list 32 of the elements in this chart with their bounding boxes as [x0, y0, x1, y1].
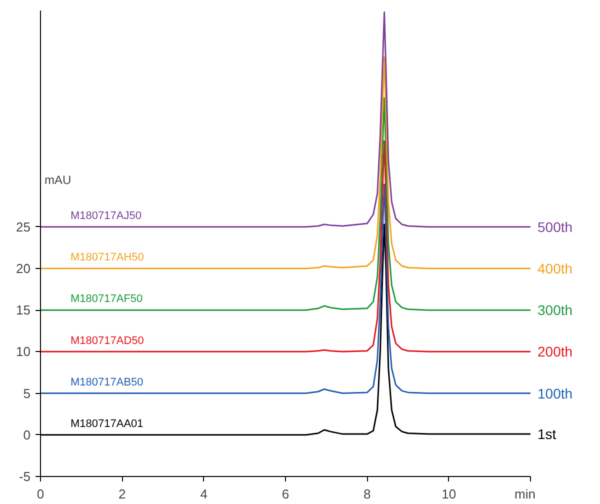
series-label: 300th	[538, 302, 573, 318]
x-tick-label: 2	[118, 486, 126, 502]
y-tick-label: 10	[16, 344, 31, 360]
line-series	[40, 11, 530, 228]
y-tick-label: 15	[16, 302, 31, 318]
y-tick-label: 5	[23, 386, 31, 401]
annotation: M180717AF50	[70, 293, 143, 306]
y-tick-label: 20	[16, 260, 31, 276]
annotation: M180717AB50	[70, 376, 144, 388]
annotation: M180717AH50	[70, 252, 144, 264]
x-tick-label: 4	[200, 486, 208, 502]
x-tick-label: 6	[282, 486, 290, 502]
y-tick-label: 0	[23, 427, 31, 442]
x-tick-label: 10	[442, 486, 456, 502]
annotation: M180717AA01	[70, 418, 144, 430]
x-tick-label: 0	[36, 486, 44, 502]
line-series	[40, 56, 530, 270]
x-tick-label: 8	[364, 486, 371, 502]
line-series	[40, 184, 530, 394]
annotation: M180717AJ50	[70, 210, 142, 222]
series-label: 400th	[538, 260, 573, 276]
y-tick-label: 25	[16, 219, 31, 234]
annotation: M180717AD50	[70, 334, 144, 347]
series-label: 500th	[538, 218, 573, 235]
series-label: 100th	[538, 385, 573, 402]
series-label: 200th	[538, 344, 573, 360]
line-series	[40, 97, 530, 311]
series-label: 1st	[538, 426, 556, 442]
x-tick-label: min	[514, 486, 536, 502]
line-series	[40, 140, 530, 352]
y-axis-title: mAU	[44, 172, 72, 187]
y-tick-label: -5	[18, 469, 31, 484]
